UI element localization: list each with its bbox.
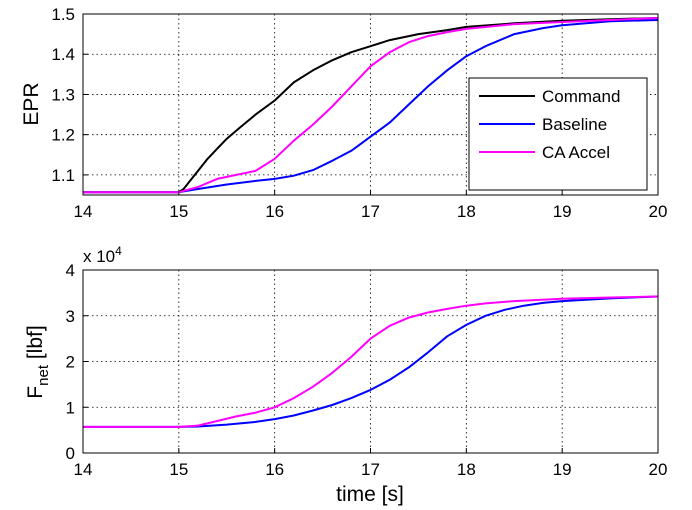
fnet-xlabel: time [s] xyxy=(336,483,404,506)
fnet-grid xyxy=(83,270,658,453)
fnet-series-line-ca-accel xyxy=(83,295,659,428)
epr-ytick-label: 1.3 xyxy=(51,85,75,104)
epr-series-group xyxy=(83,17,659,194)
fnet-series-group xyxy=(83,295,659,428)
fnet-exponent-power: 4 xyxy=(115,244,122,258)
fnet-xtick-label: 15 xyxy=(169,460,188,479)
fnet-ticks: 14 15 16 17 18 19 20 0 1 2 3 4 xyxy=(66,261,668,479)
epr-ytick-label: 1.1 xyxy=(51,166,75,185)
legend-label-ca-accel: CA Accel xyxy=(542,143,610,162)
fnet-ytick-label: 1 xyxy=(66,398,75,417)
epr-xtick-label: 16 xyxy=(265,202,284,221)
fnet-ylabel-sub: net xyxy=(35,364,52,386)
legend: Command Baseline CA Accel xyxy=(468,77,648,191)
legend-label-baseline: Baseline xyxy=(542,115,607,134)
fnet-series-line-baseline xyxy=(83,295,659,428)
fnet-ytick-label: 2 xyxy=(66,353,75,372)
fnet-xtick-label: 20 xyxy=(649,460,668,479)
fnet-ytick-label: 4 xyxy=(66,261,75,280)
fnet-exponent: x 104 xyxy=(83,244,122,266)
epr-ticks: 14 15 16 17 18 19 20 1.1 1.2 1.3 1.4 1.5 xyxy=(51,5,667,221)
fnet-ytick-label: 3 xyxy=(66,307,75,326)
epr-series-line-baseline xyxy=(83,19,659,194)
epr-xtick-label: 20 xyxy=(649,202,668,221)
epr-xtick-label: 14 xyxy=(74,202,93,221)
fnet-xtick-label: 14 xyxy=(74,460,93,479)
epr-panel: 14 15 16 17 18 19 20 1.1 1.2 1.3 1.4 1.5 EPR Comman… xyxy=(20,5,667,221)
epr-ylabel: EPR xyxy=(20,82,43,125)
legend-label-command: Command xyxy=(542,87,620,106)
fnet-xtick-label: 18 xyxy=(457,460,476,479)
fnet-ylabel-unit: [lbf] xyxy=(24,325,47,365)
epr-ytick-label: 1.5 xyxy=(51,5,75,24)
epr-series-line-command xyxy=(83,17,659,194)
epr-xtick-label: 17 xyxy=(361,202,380,221)
fnet-ytick-label: 0 xyxy=(66,444,75,463)
epr-xtick-label: 19 xyxy=(553,202,572,221)
fnet-ylabel-main: F xyxy=(24,386,47,399)
epr-xtick-label: 15 xyxy=(169,202,188,221)
epr-ytick-label: 1.4 xyxy=(51,45,75,64)
fnet-exponent-base: x 10 xyxy=(83,247,115,266)
epr-series-line-ca-accel xyxy=(83,17,659,194)
epr-xtick-label: 18 xyxy=(457,202,476,221)
fnet-xtick-label: 16 xyxy=(265,460,284,479)
fnet-ylabel: Fnet [lbf] xyxy=(24,325,52,398)
fnet-xtick-label: 17 xyxy=(361,460,380,479)
epr-ytick-label: 1.2 xyxy=(51,126,75,145)
fnet-xtick-label: 19 xyxy=(553,460,572,479)
